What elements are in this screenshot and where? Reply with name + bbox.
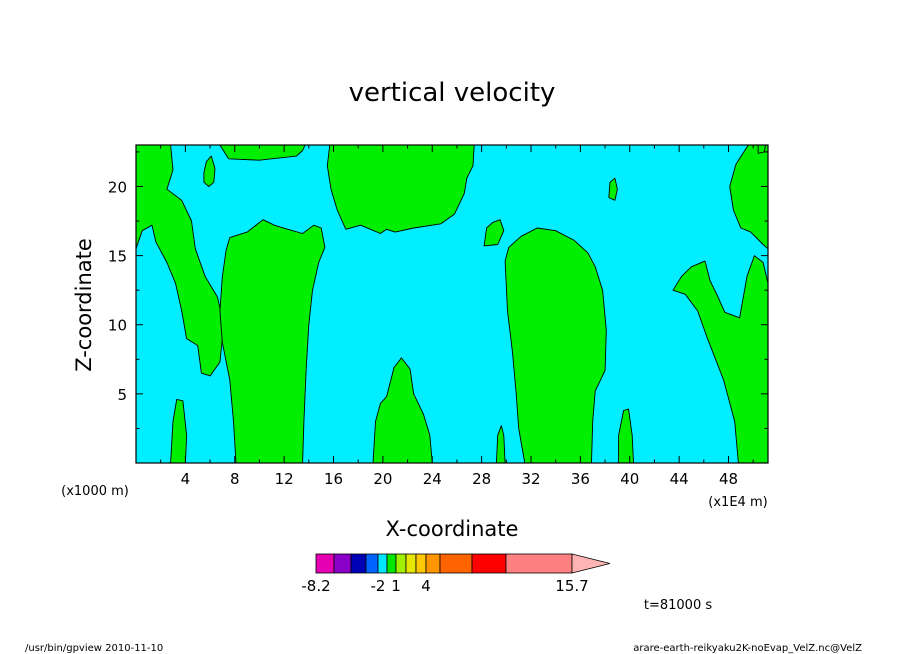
colorbar-arrow bbox=[571, 553, 611, 574]
time-label: t=81000 s bbox=[644, 598, 712, 613]
contour-region-island-38 bbox=[608, 177, 618, 201]
contour-region-pillar-30-38 bbox=[504, 227, 607, 464]
colorbar-label: 1 bbox=[391, 577, 401, 595]
colorbar-labels: -8.2 -2 1 4 15.7 bbox=[301, 577, 588, 595]
colorbar-label: 15.7 bbox=[555, 577, 588, 595]
x-axis-label: X-coordinate bbox=[386, 517, 519, 541]
colorbar-swatch bbox=[395, 553, 407, 574]
x-tick-label: 24 bbox=[423, 470, 442, 488]
colorbar-swatch bbox=[505, 553, 573, 574]
x-tick-label: 44 bbox=[670, 470, 689, 488]
x-tick-label: 12 bbox=[275, 470, 294, 488]
x-tick-label: 36 bbox=[571, 470, 590, 488]
contour-region-small-right-tower bbox=[672, 255, 769, 464]
colorbar-label: -2 bbox=[371, 577, 386, 595]
x-tick-label: 32 bbox=[521, 470, 540, 488]
colorbar-swatch bbox=[350, 553, 367, 574]
plot-area bbox=[135, 144, 769, 464]
contour-region-low-central bbox=[372, 357, 433, 464]
contour-region-island-29 bbox=[483, 219, 505, 247]
y-tick-label: 15 bbox=[108, 248, 127, 266]
y-tick-label: 20 bbox=[108, 178, 127, 196]
colorbar-swatch bbox=[425, 553, 441, 574]
colorbar-swatch bbox=[315, 553, 335, 574]
contour-region-upper-left bbox=[135, 144, 223, 377]
footer-left: /usr/bin/gpview 2010-11-10 bbox=[25, 643, 163, 654]
x-tick-label: 16 bbox=[324, 470, 343, 488]
contour-region-island-50 bbox=[757, 144, 766, 154]
y-axis-label: Z-coordinate bbox=[72, 238, 96, 372]
x-axis-ticks: 4 8 12 16 20 24 28 32 36 40 44 48 bbox=[160, 145, 754, 488]
y-tick-label: 10 bbox=[108, 317, 127, 335]
x-tick-label: 20 bbox=[373, 470, 392, 488]
x-unit-right: (x1E4 m) bbox=[708, 495, 767, 510]
colorbar-swatch bbox=[377, 553, 388, 574]
x-tick-label: 28 bbox=[472, 470, 491, 488]
colorbar-swatch bbox=[365, 553, 379, 574]
x-tick-label: 4 bbox=[181, 470, 191, 488]
y-axis-ticks: 5 10 15 20 bbox=[108, 151, 768, 429]
contour-region-central-upper bbox=[326, 144, 475, 234]
colorbar-label: -8.2 bbox=[301, 577, 330, 595]
contour-region-pillar-8-14 bbox=[219, 219, 326, 464]
x-tick-label: 8 bbox=[230, 470, 240, 488]
plot-frame bbox=[135, 144, 769, 464]
colorbar-swatch bbox=[405, 553, 417, 574]
contour-regions bbox=[135, 144, 769, 464]
x-unit-left: (x1000 m) bbox=[61, 484, 129, 499]
footer-right: arare-earth-reikyaku2K-noEvap_VelZ.nc@Ve… bbox=[633, 643, 862, 654]
colorbar-swatch bbox=[415, 553, 427, 574]
colorbar-swatch bbox=[471, 553, 507, 574]
x-tick-label: 40 bbox=[620, 470, 639, 488]
colorbar bbox=[315, 553, 611, 574]
contour-region-island-6 bbox=[203, 155, 216, 187]
colorbar-swatch bbox=[386, 553, 397, 574]
colorbar-swatch bbox=[333, 553, 352, 574]
x-tick-label: 48 bbox=[719, 470, 738, 488]
colorbar-label: 4 bbox=[421, 577, 431, 595]
chart-title: vertical velocity bbox=[349, 78, 556, 108]
y-tick-label: 5 bbox=[117, 386, 127, 404]
colorbar-swatch bbox=[439, 553, 473, 574]
